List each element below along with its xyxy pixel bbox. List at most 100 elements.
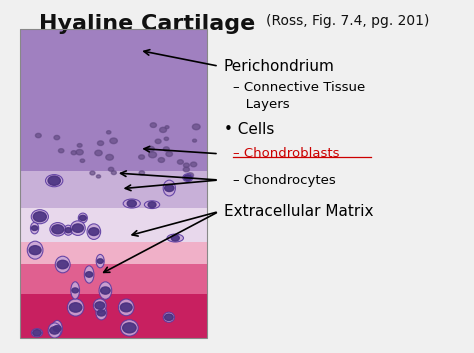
Ellipse shape xyxy=(183,174,193,181)
Bar xyxy=(20,29,207,171)
Ellipse shape xyxy=(50,222,66,236)
Ellipse shape xyxy=(78,213,87,223)
Circle shape xyxy=(183,167,190,172)
Circle shape xyxy=(164,185,174,192)
Circle shape xyxy=(147,146,155,151)
Text: (Ross, Fig. 7.4, pg. 201): (Ross, Fig. 7.4, pg. 201) xyxy=(265,14,429,28)
Circle shape xyxy=(148,202,156,208)
Ellipse shape xyxy=(46,175,63,187)
Circle shape xyxy=(48,176,60,185)
Bar xyxy=(20,29,207,337)
Ellipse shape xyxy=(93,299,106,312)
Ellipse shape xyxy=(96,255,104,268)
Ellipse shape xyxy=(67,299,84,316)
Circle shape xyxy=(191,162,197,167)
Circle shape xyxy=(79,215,86,221)
Text: Hyaline Cartilage: Hyaline Cartilage xyxy=(39,14,255,34)
Circle shape xyxy=(165,126,169,128)
Ellipse shape xyxy=(163,312,174,322)
Circle shape xyxy=(33,330,41,336)
Circle shape xyxy=(139,171,145,175)
Circle shape xyxy=(150,123,156,127)
Bar xyxy=(20,242,207,264)
Circle shape xyxy=(187,173,193,178)
Circle shape xyxy=(85,272,93,277)
Circle shape xyxy=(171,235,179,241)
Circle shape xyxy=(166,151,173,156)
Circle shape xyxy=(36,133,41,138)
Circle shape xyxy=(177,160,183,164)
Circle shape xyxy=(120,303,132,312)
Circle shape xyxy=(95,150,102,156)
Bar xyxy=(20,264,207,294)
Ellipse shape xyxy=(118,299,134,316)
Circle shape xyxy=(33,212,46,222)
Circle shape xyxy=(65,228,72,233)
Ellipse shape xyxy=(64,225,73,235)
Circle shape xyxy=(192,124,200,130)
Circle shape xyxy=(95,302,105,309)
Ellipse shape xyxy=(163,180,175,196)
Circle shape xyxy=(57,260,68,269)
Bar xyxy=(20,208,207,242)
Ellipse shape xyxy=(52,321,63,337)
Ellipse shape xyxy=(31,329,43,337)
Ellipse shape xyxy=(48,323,61,338)
Circle shape xyxy=(164,137,169,140)
Circle shape xyxy=(155,139,161,144)
Ellipse shape xyxy=(27,241,43,259)
Ellipse shape xyxy=(87,224,100,239)
Circle shape xyxy=(72,224,83,232)
Circle shape xyxy=(53,325,61,331)
Ellipse shape xyxy=(123,199,140,208)
Circle shape xyxy=(127,200,137,207)
Circle shape xyxy=(107,131,111,134)
Ellipse shape xyxy=(71,282,80,299)
Circle shape xyxy=(90,171,95,175)
Circle shape xyxy=(183,163,189,167)
Circle shape xyxy=(69,303,82,312)
Circle shape xyxy=(164,314,173,321)
Circle shape xyxy=(184,175,191,180)
Ellipse shape xyxy=(30,222,39,234)
Ellipse shape xyxy=(31,210,48,224)
Circle shape xyxy=(97,259,103,263)
Text: • Cells: • Cells xyxy=(224,122,274,137)
Circle shape xyxy=(164,147,169,151)
Text: Perichondrium: Perichondrium xyxy=(224,59,334,74)
Circle shape xyxy=(109,167,114,171)
Circle shape xyxy=(96,175,100,178)
Text: – Chondroblasts: – Chondroblasts xyxy=(233,147,339,160)
Ellipse shape xyxy=(167,234,183,242)
Circle shape xyxy=(89,228,99,235)
Circle shape xyxy=(98,141,104,145)
Circle shape xyxy=(58,149,64,153)
Circle shape xyxy=(80,159,85,162)
Bar xyxy=(20,294,207,337)
Ellipse shape xyxy=(145,201,160,209)
Circle shape xyxy=(31,226,38,231)
Circle shape xyxy=(54,136,60,140)
Circle shape xyxy=(52,225,64,234)
Text: – Chondrocytes: – Chondrocytes xyxy=(233,174,336,186)
Circle shape xyxy=(72,288,79,293)
Circle shape xyxy=(160,127,166,132)
Ellipse shape xyxy=(96,306,107,320)
Circle shape xyxy=(100,287,110,294)
Circle shape xyxy=(110,138,118,144)
Bar xyxy=(20,171,207,208)
Circle shape xyxy=(71,151,76,155)
Ellipse shape xyxy=(99,282,112,299)
Text: Extracellular Matrix: Extracellular Matrix xyxy=(224,204,373,219)
Circle shape xyxy=(123,323,136,333)
Ellipse shape xyxy=(84,266,94,283)
Circle shape xyxy=(106,154,113,160)
Circle shape xyxy=(149,152,156,158)
Circle shape xyxy=(111,171,116,175)
Circle shape xyxy=(139,155,145,159)
Ellipse shape xyxy=(55,256,70,273)
Circle shape xyxy=(97,310,106,316)
Circle shape xyxy=(158,157,164,162)
Ellipse shape xyxy=(71,221,85,235)
Circle shape xyxy=(50,327,60,334)
